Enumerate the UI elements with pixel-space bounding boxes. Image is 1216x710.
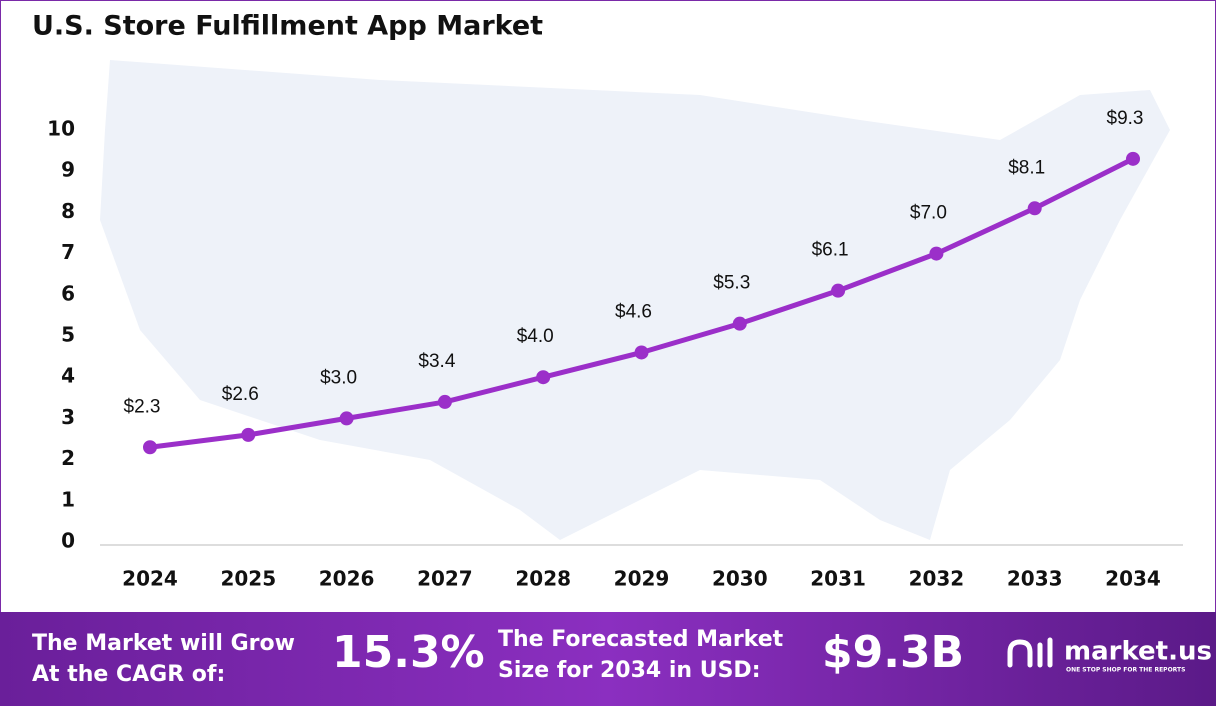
- value-label: $6.1: [812, 240, 849, 261]
- point: [437, 394, 452, 409]
- value-label: $5.3: [713, 273, 750, 294]
- value-label: $4.0: [517, 326, 554, 347]
- tagline: ONE STOP SHOP FOR THE REPORTS: [1066, 667, 1185, 674]
- cagr-text: At the CAGR of:: [32, 662, 225, 687]
- point: [143, 440, 157, 455]
- y-tick-label: 9: [61, 158, 75, 182]
- forecast-text: Size for 2034 in USD:: [498, 658, 761, 683]
- value-label: $3.4: [418, 351, 455, 372]
- x-tick-label: 2025: [220, 567, 276, 591]
- point: [1126, 151, 1140, 166]
- y-tick-label: 8: [61, 199, 75, 223]
- point: [831, 283, 846, 298]
- y-tick-label: 5: [61, 323, 75, 347]
- x-tick-label: 2033: [1007, 567, 1063, 591]
- x-tick-label: 2027: [417, 567, 473, 591]
- value-label: $4.6: [615, 301, 652, 322]
- y-tick-label: 4: [61, 364, 75, 388]
- value-label: $7.0: [910, 203, 947, 224]
- y-tick-label: 10: [47, 117, 75, 141]
- x-tick-label: 2024: [122, 567, 178, 591]
- value-label: $9.3: [1107, 108, 1144, 129]
- forecast-text: The Forecasted Market: [498, 627, 784, 652]
- x-tick-label: 2034: [1105, 567, 1161, 591]
- point: [339, 411, 354, 426]
- point: [634, 345, 649, 360]
- value-label: $3.0: [320, 367, 357, 388]
- point: [1027, 201, 1042, 216]
- y-tick-label: 6: [61, 281, 75, 305]
- cagr-text: The Market will Grow: [32, 631, 295, 656]
- logo-icon: [1007, 637, 1053, 668]
- forecast-value: $9.3B: [822, 627, 964, 678]
- chart-title: U.S. Store Fulfillment App Market: [32, 11, 543, 42]
- logo: market.us: [1064, 637, 1212, 667]
- x-tick-label: 2031: [810, 567, 866, 591]
- x-tick-label: 2032: [909, 567, 965, 591]
- cagr-value: 15.3%: [332, 627, 485, 678]
- y-tick-label: 1: [61, 487, 75, 511]
- banner: [0, 612, 1216, 706]
- x-tick-label: 2026: [319, 567, 375, 591]
- point: [536, 370, 551, 385]
- value-label: $8.1: [1008, 157, 1045, 178]
- point: [929, 246, 944, 261]
- x-tick-label: 2030: [712, 567, 768, 591]
- x-tick-label: 2029: [614, 567, 670, 591]
- point: [732, 316, 747, 331]
- point: [241, 427, 256, 442]
- value-label: $2.3: [124, 396, 161, 417]
- x-tick-label: 2028: [515, 567, 571, 591]
- y-tick-label: 3: [61, 405, 75, 429]
- value-label: $2.6: [222, 384, 259, 405]
- map-background: [100, 60, 1170, 540]
- y-tick-label: 2: [61, 446, 75, 470]
- y-tick-label: 0: [61, 529, 75, 553]
- y-tick-label: 7: [61, 240, 75, 264]
